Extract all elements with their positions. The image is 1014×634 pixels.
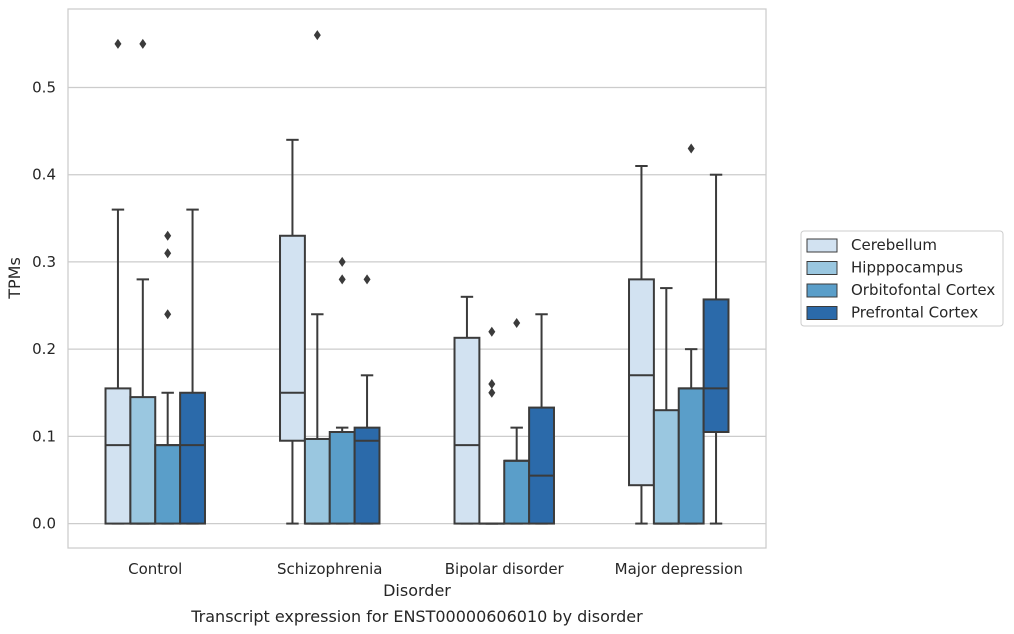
box-body [303,437,331,525]
outlier-point [313,30,321,41]
box-body [652,409,680,525]
box-prefrontal-cortex-control [179,208,206,525]
legend-label: Cerebellum [851,236,937,254]
outlier-point [139,38,147,49]
box-body [129,396,157,525]
y-axis-title: TPMs [5,257,24,300]
legend-swatch [806,261,838,275]
box-orbitofontal-cortex-major-depression [677,143,705,525]
legend: Cerebellum Hipppocampus Orbitofontal Corte… [800,230,1004,327]
box-body [179,391,206,525]
legend-swatch [806,283,838,298]
y-tick-label: 0.5 [32,78,56,96]
legend-frame [800,230,1004,327]
box-body [628,278,655,487]
box-body [677,387,705,525]
x-tick-label: Control [128,560,182,578]
outlier-point [164,230,172,241]
outlier-point [363,274,371,285]
y-tick-label: 0.0 [32,515,56,533]
legend-label: Hipppocampus [851,259,963,277]
box-body [279,234,306,442]
x-tick-label: Schizophrenia [277,560,382,578]
outlier-point [164,248,172,259]
box-orbitofontal-cortex-control [154,230,182,525]
box-orbitofontal-cortex-schizophrenia [328,256,356,525]
x-tick-labels: Control Schizophrenia Bipolar disorder Majo… [128,560,743,578]
outlier-point [687,143,695,154]
box-prefrontal-cortex-schizophrenia [353,274,381,525]
box-hipppocampus-control [129,38,157,525]
outlier-point [488,379,496,390]
plot-frame [67,8,767,549]
box-body [702,298,730,434]
y-tick-label: 0.3 [32,253,56,271]
box-body [154,444,182,525]
x-axis-title: Disorder [383,581,451,600]
legend-label: Prefrontal Cortex [851,304,978,322]
box-hipppocampus-bipolar-disorder [478,326,506,525]
box-hipppocampus-major-depression [652,287,680,525]
box-body [328,431,356,525]
box-cerebellum-bipolar-disorder [453,295,481,525]
box-body [353,426,381,525]
outlier-point [338,274,346,285]
legend-label: Orbitofontal Cortex [851,281,995,299]
y-tick-label: 0.2 [32,340,56,358]
y-tick-label: 0.1 [32,427,56,445]
outlier-point [114,38,122,49]
box-prefrontal-cortex-major-depression [702,173,730,525]
box-cerebellum-control [104,38,132,525]
box-body [453,336,481,525]
legend-swatch [806,238,838,253]
outlier-point [488,326,496,337]
x-tick-label: Major depression [615,560,743,578]
box-cerebellum-schizophrenia [279,138,306,525]
box-body [528,406,555,525]
outlier-point [164,309,172,320]
box-body [503,459,531,525]
box-prefrontal-cortex-bipolar-disorder [528,313,555,525]
box-hipppocampus-schizophrenia [303,30,331,525]
y-tick-label: 0.4 [32,166,56,184]
x-tick-label: Bipolar disorder [445,560,565,578]
outlier-point [513,317,521,328]
outlier-point [338,256,346,267]
box-cerebellum-major-depression [628,164,655,525]
box-body [104,387,132,525]
chart-caption: Transcript expression for ENST0000060601… [190,607,643,626]
box-orbitofontal-cortex-bipolar-disorder [503,317,531,525]
box-marks [104,30,730,525]
legend-swatch [806,306,838,320]
y-tick-labels: 0.0 0.1 0.2 0.3 0.4 0.5 [32,78,56,532]
outlier-point [488,387,496,398]
